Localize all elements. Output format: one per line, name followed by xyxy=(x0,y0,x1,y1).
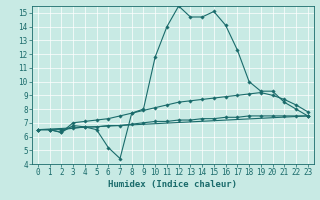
X-axis label: Humidex (Indice chaleur): Humidex (Indice chaleur) xyxy=(108,180,237,189)
